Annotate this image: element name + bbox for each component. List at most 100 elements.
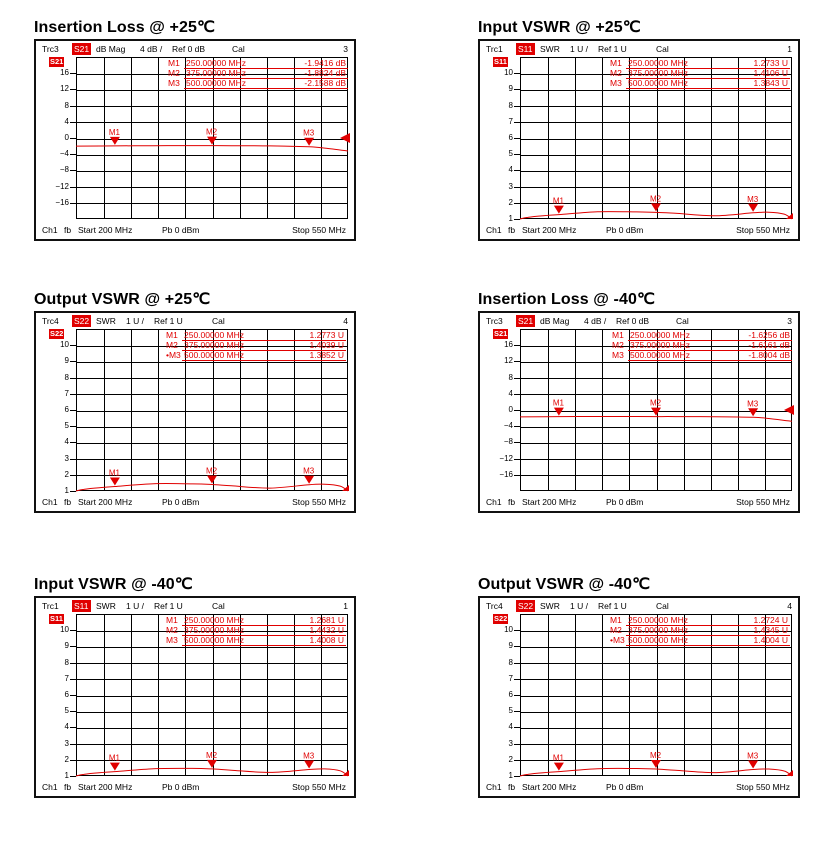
ref-label: Ref 0 dB	[616, 316, 650, 326]
y-tick-mark	[70, 105, 76, 107]
y-tick-label: −16	[55, 197, 69, 207]
trace-line	[75, 145, 349, 152]
format-label: dB Mag	[540, 316, 570, 326]
panel-title: Input VSWR @ -40℃	[34, 576, 193, 593]
y-tick-mark	[514, 170, 520, 172]
y-tick-mark	[514, 377, 520, 379]
marker-label: M1	[109, 128, 121, 137]
grid-hline	[77, 630, 347, 632]
y-tick-label: 2	[64, 754, 69, 764]
marker-underline	[626, 78, 790, 79]
trace-id: Trc3	[486, 316, 503, 326]
grid-vline	[547, 615, 549, 775]
marker-row: •M3 500.00000 MHz 1.3852 U	[166, 350, 346, 361]
y-tick-mark	[70, 678, 76, 680]
y-tick-mark	[514, 776, 520, 777]
y-tick-label: 1	[64, 486, 69, 495]
y-tick-label: 8	[64, 100, 69, 110]
y-tick-label: 5	[508, 149, 513, 159]
cal-label: Cal	[232, 44, 245, 54]
grid-hline	[77, 345, 347, 347]
y-tick-label: −8	[59, 165, 69, 175]
y-tick-label: 9	[508, 641, 513, 651]
y-tick-label: −12	[499, 453, 513, 463]
y-tick-mark	[514, 678, 520, 680]
marker-freq: 250.00000 MHz	[184, 615, 245, 625]
marker-value: -1.8824 dB	[304, 68, 346, 78]
grid-vline	[656, 615, 658, 775]
marker-freq: 500.00000 MHz	[628, 78, 689, 88]
y-tick-label: 12	[60, 84, 69, 94]
marker-freq: 375.00000 MHz	[630, 340, 691, 350]
marker-underline	[182, 360, 346, 361]
marker-table: M1 250.00000 MHz 1.2773 U M2 375.00000 MHz 1.…	[166, 330, 346, 363]
grid-hline	[521, 727, 791, 729]
grid-hline	[521, 138, 791, 140]
panel-title: Output VSWR @ +25℃	[34, 291, 211, 308]
y-tick-mark	[514, 393, 520, 395]
trace-plot: M1 M2 M3	[519, 399, 794, 422]
marker-triangle	[207, 759, 217, 768]
format-label: SWR	[540, 44, 560, 54]
y-tick-label: 8	[508, 372, 513, 382]
panel-title: Insertion Loss @ -40℃	[478, 291, 656, 308]
y-tick-mark	[514, 121, 520, 123]
trace-id: Trc4	[486, 601, 503, 611]
marker-freq: 500.00000 MHz	[184, 350, 245, 360]
y-tick-label: 4	[64, 722, 69, 732]
y-tick-label: 2	[508, 197, 513, 207]
power-label: Pb 0 dBm	[606, 782, 644, 792]
marker-underline	[182, 635, 346, 636]
marker-table: M1 250.00000 MHz -1.6256 dB M2 375.00000 MHz…	[612, 330, 792, 363]
marker-triangle	[651, 407, 661, 416]
scale-label: 4 dB /	[584, 316, 607, 326]
start-freq: Start 200 MHz	[78, 497, 133, 507]
start-freq: Start 200 MHz	[522, 497, 577, 507]
stop-freq: Stop 550 MHz	[736, 497, 790, 507]
y-tick-label: 8	[508, 657, 513, 667]
grid-vline	[629, 330, 631, 490]
marker-value: 1.4432 U	[309, 625, 345, 635]
marker-underline	[182, 340, 346, 341]
marker-freq: 500.00000 MHz	[628, 635, 689, 645]
marker-name: M2	[168, 68, 180, 78]
grid-vline	[683, 615, 685, 775]
analyzer-screen: Trc4 S22 SWR 1 U / Ref 1 U Cal 4 10 9 8 7 6 5 4 3 2 1 S22…	[478, 596, 800, 798]
marker-freq: 250.00000 MHz	[628, 58, 689, 68]
marker-name: M3	[612, 350, 624, 360]
trace-header: Trc3 S21 dB Mag 4 dB / Ref 0 dB Cal 3	[36, 43, 354, 55]
stop-freq: Stop 550 MHz	[736, 782, 790, 792]
y-tick-mark	[514, 154, 520, 156]
grid-vline	[321, 58, 323, 218]
marker-table: M1 250.00000 MHz 1.2724 U M2 375.00000 MHz 1.…	[610, 615, 790, 648]
y-tick-mark	[514, 73, 520, 75]
y-tick-mark	[514, 695, 520, 696]
y-tick-mark	[70, 186, 76, 188]
y-tick-mark	[514, 630, 520, 632]
y-tick-label: 3	[508, 738, 513, 748]
y-tick-label: 7	[508, 673, 513, 683]
grid-vline	[294, 58, 296, 218]
grid-vline	[321, 615, 323, 775]
grid-hline	[77, 646, 347, 648]
grid-vline	[629, 615, 631, 775]
cal-label: Cal	[656, 601, 669, 611]
grid-vline	[212, 330, 214, 490]
marker-triangle	[651, 760, 661, 768]
grid-vline	[212, 615, 214, 775]
y-tick-label: 3	[508, 181, 513, 191]
start-freq: Start 200 MHz	[522, 782, 577, 792]
grid-vline	[738, 330, 740, 490]
s-parameter-badge: S22	[516, 600, 536, 612]
grid-hline	[77, 203, 347, 205]
marker-underline	[628, 340, 792, 341]
format-label: SWR	[96, 316, 116, 326]
y-tick-mark	[514, 219, 520, 220]
marker-row: M2 375.00000 MHz -1.8824 dB	[168, 68, 348, 79]
marker-label: M1	[553, 399, 565, 408]
marker-triangle	[748, 760, 759, 769]
plot-grid	[520, 614, 792, 776]
grid-vline	[266, 330, 268, 490]
y-tick-mark	[70, 89, 76, 91]
marker-label: M2	[650, 751, 662, 760]
